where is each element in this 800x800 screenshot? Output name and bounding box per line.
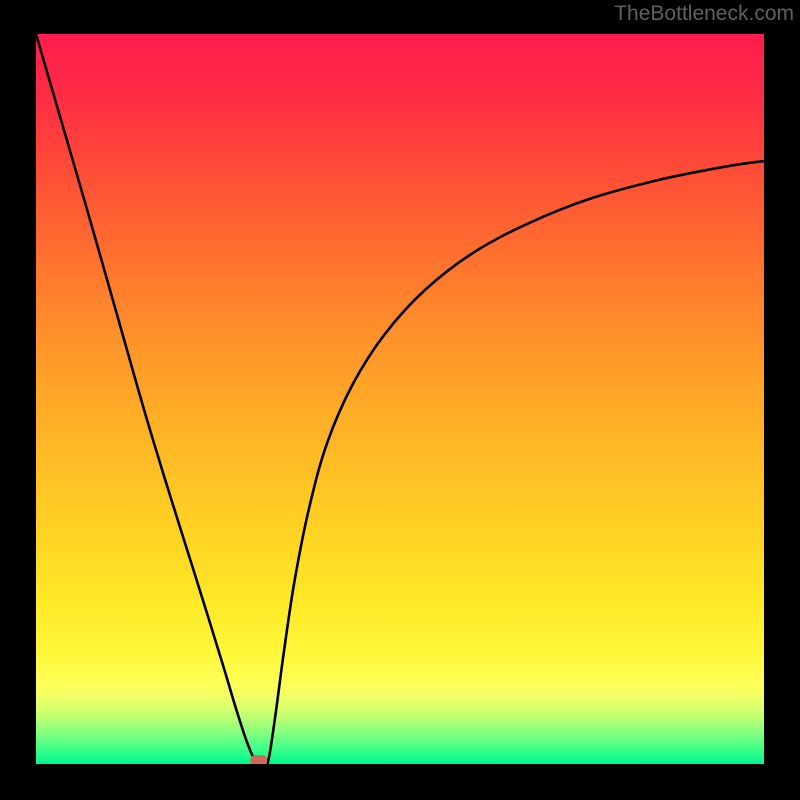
bottleneck-chart [0, 0, 800, 800]
chart-container: TheBottleneck.com [0, 0, 800, 800]
plot-background [36, 34, 764, 764]
